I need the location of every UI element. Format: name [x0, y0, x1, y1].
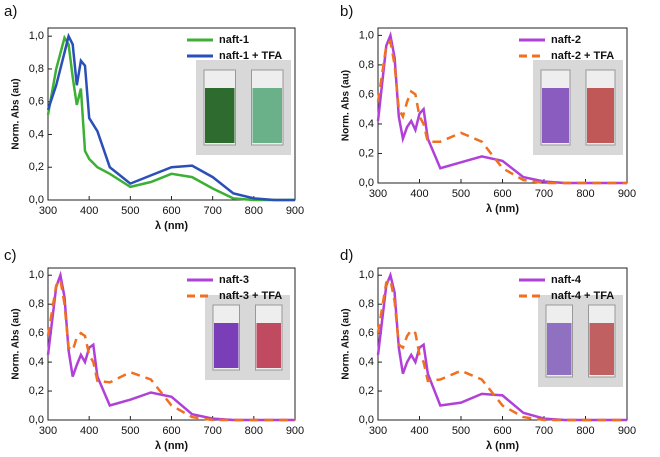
series-line — [46, 34, 295, 202]
x-tick-label: 800 — [245, 425, 263, 437]
legend-label: naft-1 — [219, 34, 249, 46]
y-tick-label: 0,0 — [359, 177, 374, 189]
x-tick-label: 300 — [39, 425, 57, 437]
x-tick-label: 300 — [369, 188, 387, 200]
panel-label: a) — [4, 3, 17, 20]
y-tick-label: 0,6 — [29, 96, 44, 108]
y-tick-label: 0,2 — [29, 385, 44, 397]
legend-label: naft-1 + TFA — [219, 50, 282, 62]
x-axis-label: λ (nm) — [486, 440, 519, 452]
cuvette-liquid — [256, 323, 281, 368]
legend-label: naft-4 + TFA — [551, 290, 614, 302]
x-tick-label: 700 — [203, 205, 221, 217]
cuvette-liquid — [542, 88, 569, 143]
x-tick-label: 600 — [162, 425, 180, 437]
cuvette-liquid — [252, 88, 282, 143]
x-tick-label: 900 — [618, 425, 636, 437]
y-tick-label: 0,6 — [29, 327, 44, 339]
panel-label: d) — [340, 247, 353, 264]
x-tick-label: 800 — [576, 188, 594, 200]
x-tick-label: 400 — [410, 425, 428, 437]
y-axis-label: Norm. Abs (au) — [11, 308, 22, 379]
x-tick-label: 600 — [493, 188, 511, 200]
cuvette-liquid — [547, 323, 572, 375]
y-tick-label: 0,4 — [359, 118, 374, 130]
panel-label: c) — [4, 247, 17, 264]
x-tick-label: 600 — [493, 425, 511, 437]
y-tick-label: 0,2 — [359, 385, 374, 397]
y-tick-label: 0,0 — [29, 414, 44, 426]
cuvette-liquid — [589, 323, 614, 375]
x-tick-label: 500 — [452, 425, 470, 437]
x-tick-label: 700 — [535, 188, 553, 200]
x-axis-label: λ (nm) — [155, 220, 188, 232]
x-tick-label: 400 — [410, 188, 428, 200]
x-tick-label: 800 — [576, 425, 594, 437]
y-tick-label: 0,6 — [359, 327, 374, 339]
y-tick-label: 0,0 — [359, 414, 374, 426]
x-tick-label: 500 — [121, 205, 139, 217]
y-tick-label: 1,0 — [29, 269, 44, 281]
x-tick-label: 900 — [286, 425, 304, 437]
y-tick-label: 0,0 — [29, 194, 44, 206]
y-axis-label: Norm. Abs (au) — [341, 70, 352, 141]
x-tick-label: 400 — [80, 205, 98, 217]
y-tick-label: 1,0 — [359, 29, 374, 41]
legend-label: naft-3 — [219, 274, 249, 286]
x-axis-label: λ (nm) — [155, 440, 188, 452]
x-tick-label: 700 — [535, 425, 553, 437]
series-line — [46, 32, 295, 202]
series-line — [376, 38, 627, 185]
x-axis-label: λ (nm) — [486, 203, 519, 215]
cuvette-liquid — [587, 88, 614, 143]
y-tick-label: 0,2 — [29, 161, 44, 173]
x-tick-label: 900 — [618, 188, 636, 200]
y-tick-label: 0,4 — [359, 356, 374, 368]
legend-label: naft-2 + TFA — [551, 50, 614, 62]
y-tick-label: 1,0 — [359, 269, 374, 281]
series-line — [376, 277, 627, 422]
x-tick-label: 800 — [245, 205, 263, 217]
cuvette-liquid — [214, 323, 239, 368]
legend-label: naft-2 — [551, 34, 581, 46]
cuvette-liquid — [205, 88, 235, 143]
x-tick-label: 600 — [162, 205, 180, 217]
y-tick-label: 0,4 — [29, 356, 44, 368]
y-tick-label: 0,8 — [359, 298, 374, 310]
panel-label: b) — [340, 3, 353, 20]
y-tick-label: 0,4 — [29, 128, 44, 140]
y-tick-label: 0,6 — [359, 88, 374, 100]
y-axis-label: Norm. Abs (au) — [11, 78, 22, 149]
x-tick-label: 700 — [203, 425, 221, 437]
legend-label: naft-3 + TFA — [219, 290, 282, 302]
series-line — [46, 276, 295, 422]
x-tick-label: 900 — [286, 205, 304, 217]
x-tick-label: 300 — [369, 425, 387, 437]
y-tick-label: 0,8 — [359, 59, 374, 71]
legend-label: naft-4 — [551, 274, 582, 286]
y-tick-label: 1,0 — [29, 30, 44, 42]
y-axis-label: Norm. Abs (au) — [341, 308, 352, 379]
x-tick-label: 500 — [121, 425, 139, 437]
y-tick-label: 0,2 — [359, 147, 374, 159]
y-tick-label: 0,8 — [29, 63, 44, 75]
x-tick-label: 300 — [39, 205, 57, 217]
x-tick-label: 400 — [80, 425, 98, 437]
x-tick-label: 500 — [452, 188, 470, 200]
y-tick-label: 0,8 — [29, 298, 44, 310]
